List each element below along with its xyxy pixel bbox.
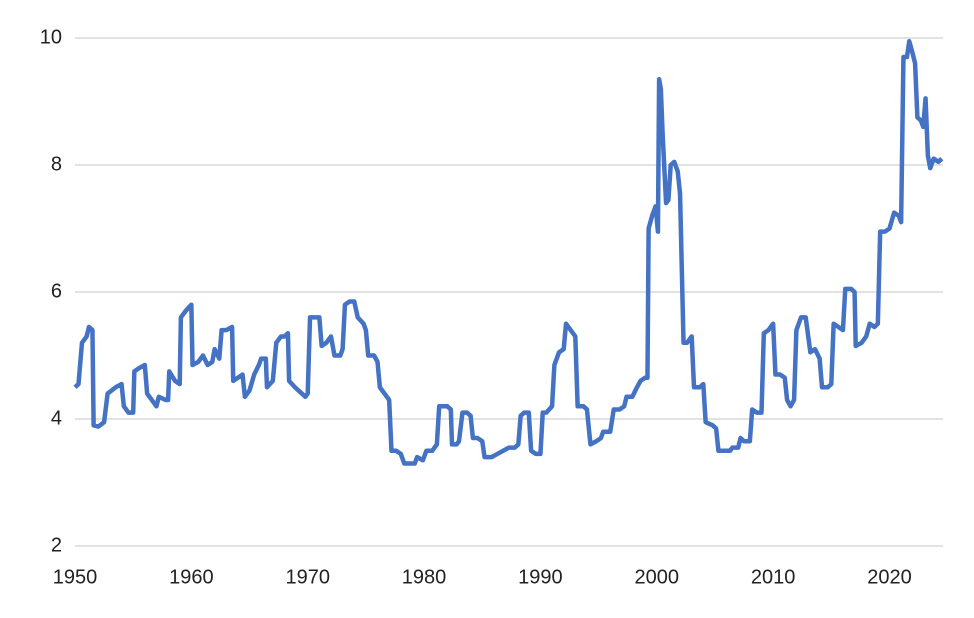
y-tick-label: 6 bbox=[51, 280, 62, 302]
x-tick-label: 1980 bbox=[402, 566, 447, 588]
y-tick-label: 2 bbox=[51, 534, 62, 556]
x-tick-label: 1950 bbox=[53, 566, 98, 588]
x-tick-label: 1970 bbox=[285, 566, 330, 588]
x-tick-label: 2020 bbox=[867, 566, 912, 588]
x-tick-label: 2000 bbox=[635, 566, 680, 588]
y-tick-label: 10 bbox=[40, 26, 62, 48]
x-tick-label: 1960 bbox=[169, 566, 214, 588]
x-tick-label: 1990 bbox=[518, 566, 563, 588]
data-line bbox=[73, 38, 944, 466]
y-tick-label: 4 bbox=[51, 407, 62, 429]
x-tick-label: 2010 bbox=[751, 566, 796, 588]
y-tick-label: 8 bbox=[51, 153, 62, 175]
